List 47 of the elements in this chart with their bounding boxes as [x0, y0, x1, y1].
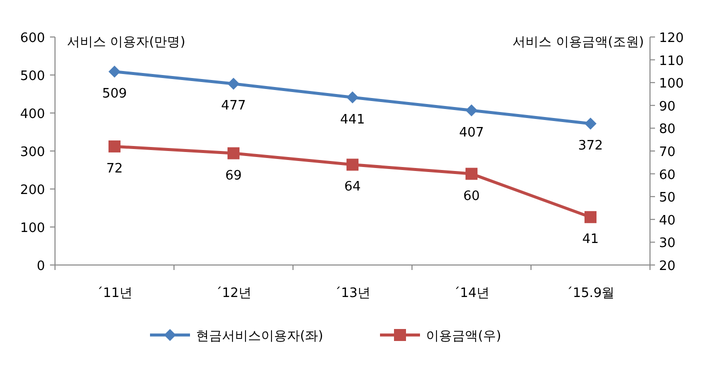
x-tick-label: ´14년: [453, 286, 490, 301]
y-tick-label: 600: [20, 31, 45, 46]
x-tick-label: ´11년: [96, 286, 133, 301]
data-label: 60: [463, 188, 480, 204]
y-tick-label: 200: [20, 183, 45, 198]
data-label: 69: [225, 168, 242, 184]
legend-label: 현금서비스이용자(좌): [196, 329, 324, 344]
x-tick-label: ´15.9월: [566, 286, 615, 301]
point: [466, 104, 478, 116]
point: [466, 168, 478, 180]
data-label: 64: [344, 180, 361, 195]
data-label: 441: [340, 112, 365, 128]
x-tick-label: ´12년: [215, 286, 252, 301]
y2-tick-label: 30: [659, 236, 676, 252]
point: [346, 158, 358, 171]
data-label: 509: [102, 86, 127, 102]
point: [108, 66, 120, 78]
data-label: 407: [459, 125, 484, 140]
data-label: 372: [578, 138, 603, 154]
point: [346, 91, 358, 104]
point: [228, 78, 240, 90]
data-label: 477: [221, 98, 246, 114]
y2-tick-label: 80: [659, 122, 676, 138]
y2-tick-label: 100: [659, 76, 684, 92]
point: [228, 147, 240, 160]
point: [108, 140, 120, 152]
y-tick-label: 500: [20, 69, 45, 84]
y2-tick-label: 50: [659, 190, 676, 206]
y2-tick-label: 120: [659, 31, 684, 46]
y2-tick-label: 60: [659, 168, 676, 183]
y-tick-label: 400: [20, 107, 45, 122]
point: [584, 211, 596, 224]
y2-tick-label: 110: [659, 54, 684, 69]
y-tick-label: 100: [20, 221, 45, 236]
legend-label: 이용금액(우): [426, 329, 502, 344]
data-label: 41: [582, 232, 599, 248]
y-tick-label: 300: [20, 145, 45, 160]
y-tick-label: 0: [36, 259, 45, 274]
point: [584, 118, 596, 130]
data-label: 72: [106, 161, 123, 176]
y-axis-title: 서비스 이용자(만명): [67, 35, 186, 50]
y2-tick-label: 40: [659, 213, 676, 228]
y2-axis-title: 서비스 이용금액(조원): [512, 35, 644, 50]
y2-tick-label: 20: [659, 259, 676, 274]
x-tick-label: ´13년: [334, 286, 371, 301]
y2-tick-label: 70: [659, 145, 676, 160]
y2-tick-label: 90: [659, 99, 676, 114]
